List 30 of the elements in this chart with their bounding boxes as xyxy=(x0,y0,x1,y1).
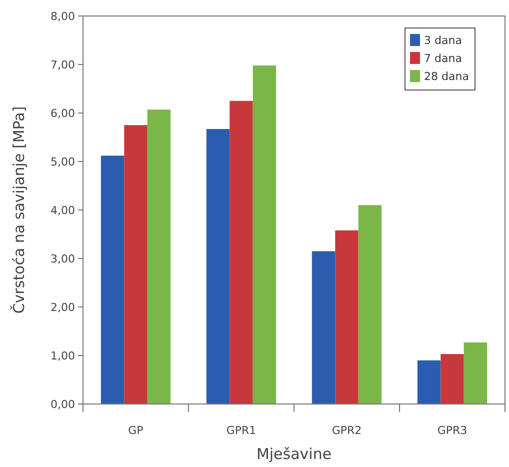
x-tick-label: GPR3 xyxy=(437,424,468,437)
y-tick-label: 3,00 xyxy=(50,252,75,266)
x-axis-title: Mješavine xyxy=(256,445,332,463)
y-tick-label: 6,00 xyxy=(50,106,75,120)
y-axis-title: Čvrstoća na savijanje [MPa] xyxy=(10,106,28,314)
y-tick-label: 0,00 xyxy=(50,398,75,411)
bar xyxy=(147,110,171,404)
bar xyxy=(252,65,276,404)
x-tick-label: GPR1 xyxy=(226,424,256,437)
y-tick-label: 1,00 xyxy=(50,349,75,362)
y-tick-label: 5,00 xyxy=(50,155,75,168)
y-tick-label: 8,00 xyxy=(50,10,75,23)
y-tick-label: 2,00 xyxy=(50,300,75,314)
y-tick-label: 7,00 xyxy=(50,58,75,72)
bar xyxy=(124,125,148,404)
legend-label: 3 dana xyxy=(424,34,462,47)
legend-label: 28 dana xyxy=(424,70,469,83)
bar xyxy=(206,129,230,404)
legend-label: 7 dana xyxy=(424,52,462,65)
bar xyxy=(464,342,488,404)
bar xyxy=(312,251,336,404)
bar xyxy=(100,156,124,404)
bar xyxy=(440,354,464,404)
x-tick-label: GPR2 xyxy=(332,424,362,437)
bar xyxy=(230,100,253,404)
x-tick-label: GP xyxy=(128,424,144,437)
bar xyxy=(335,230,358,404)
bar xyxy=(358,205,382,404)
y-tick-label: 4,00 xyxy=(50,204,75,217)
bar xyxy=(417,360,441,404)
